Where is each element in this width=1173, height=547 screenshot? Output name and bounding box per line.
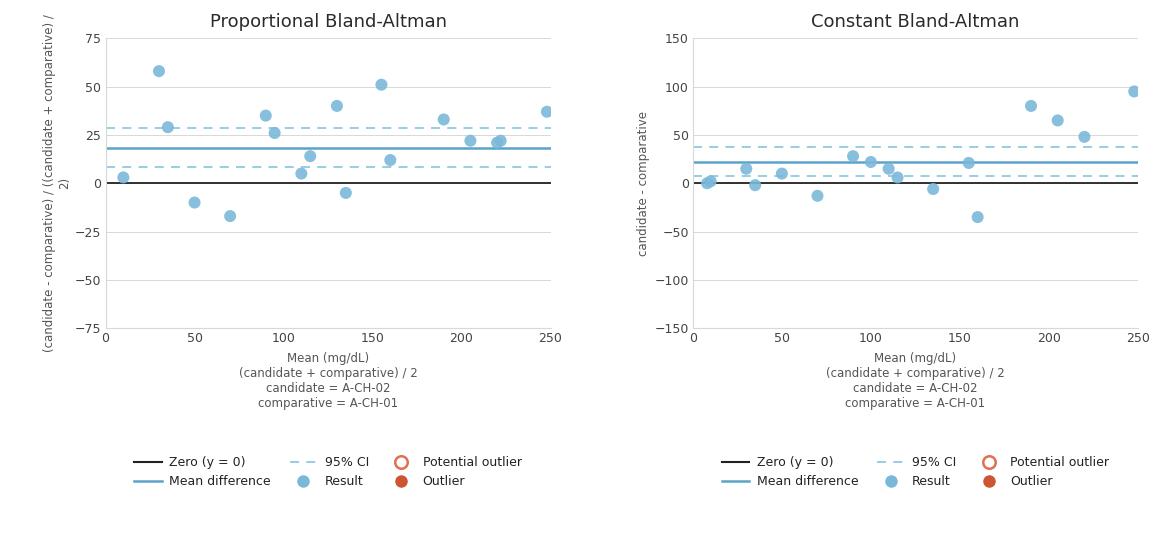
Point	[327, 102, 346, 110]
Point	[1022, 102, 1040, 110]
Point	[968, 213, 986, 222]
Title: Proportional Bland-Altman: Proportional Bland-Altman	[210, 13, 447, 31]
Point	[488, 138, 507, 147]
Title: Constant Bland-Altman: Constant Bland-Altman	[812, 13, 1019, 31]
Point	[701, 177, 720, 185]
Point	[1125, 87, 1144, 96]
Point	[773, 169, 792, 178]
Point	[698, 179, 717, 188]
Point	[114, 173, 133, 182]
Point	[880, 164, 899, 173]
Point	[185, 198, 204, 207]
Point	[221, 212, 239, 220]
Point	[746, 181, 765, 190]
Y-axis label: (candidate - comparative) / ((candidate + comparative) /
2): (candidate - comparative) / ((candidate …	[42, 14, 70, 352]
Legend: Zero (y = 0), Mean difference, 95% CI, Result, Potential outlier, Outlier: Zero (y = 0), Mean difference, 95% CI, R…	[135, 456, 522, 488]
X-axis label: Mean (mg/dL)
(candidate + comparative) / 2
candidate = A-CH-02
comparative = A-C: Mean (mg/dL) (candidate + comparative) /…	[826, 352, 1005, 410]
Point	[257, 111, 276, 120]
Point	[861, 158, 880, 166]
Point	[300, 152, 319, 161]
Point	[491, 136, 510, 145]
Point	[158, 123, 177, 132]
Point	[960, 159, 978, 167]
Point	[888, 173, 907, 182]
Point	[381, 156, 400, 165]
Point	[1074, 132, 1093, 141]
Point	[150, 67, 169, 75]
Point	[924, 185, 943, 194]
Point	[808, 191, 827, 200]
Point	[1049, 116, 1067, 125]
Point	[843, 152, 862, 161]
Point	[434, 115, 453, 124]
Y-axis label: candidate - comparative: candidate - comparative	[637, 110, 650, 256]
Point	[461, 136, 480, 145]
Point	[372, 80, 391, 89]
X-axis label: Mean (mg/dL)
(candidate + comparative) / 2
candidate = A-CH-02
comparative = A-C: Mean (mg/dL) (candidate + comparative) /…	[238, 352, 418, 410]
Point	[337, 189, 355, 197]
Point	[737, 164, 755, 173]
Point	[292, 169, 311, 178]
Point	[537, 107, 556, 116]
Point	[265, 129, 284, 137]
Legend: Zero (y = 0), Mean difference, 95% CI, Result, Potential outlier, Outlier: Zero (y = 0), Mean difference, 95% CI, R…	[721, 456, 1108, 488]
